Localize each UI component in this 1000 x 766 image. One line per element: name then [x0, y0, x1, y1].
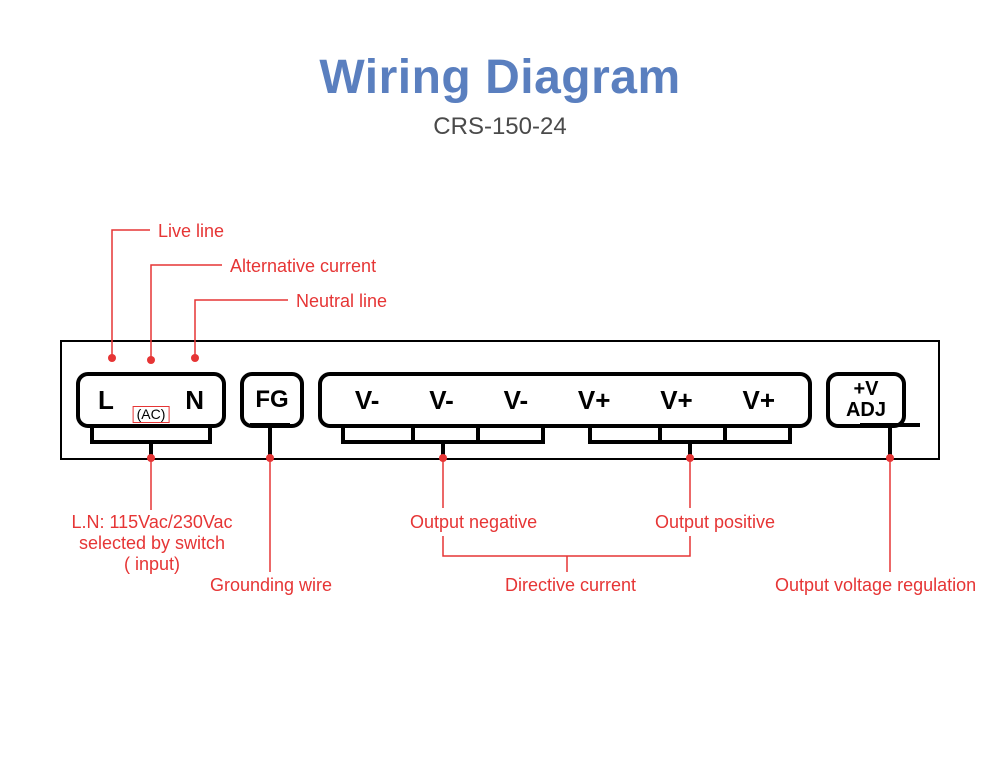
- label-ln-note: L.N: 115Vac/230Vac selected by switch ( …: [62, 512, 242, 575]
- terminal-v-plus-2: V+: [660, 385, 693, 416]
- terminal-adj-line1: +V: [853, 379, 878, 400]
- terminal-N: N: [185, 385, 204, 416]
- terminal-fg-block: FG: [240, 372, 304, 428]
- label-neutral-line: Neutral line: [296, 291, 387, 312]
- terminal-v-minus-1: V-: [355, 385, 380, 416]
- label-output-negative: Output negative: [410, 512, 537, 533]
- label-alternative-current: Alternative current: [230, 256, 376, 277]
- label-output-voltage-regulation: Output voltage regulation: [775, 575, 976, 596]
- label-live-line: Live line: [158, 221, 224, 242]
- terminal-v-minus-2: V-: [429, 385, 454, 416]
- terminal-v-block: V- V- V- V+ V+ V+: [318, 372, 812, 428]
- terminal-ac-block: L N (AC): [76, 372, 226, 428]
- label-directive-current: Directive current: [505, 575, 636, 596]
- terminal-v-minus-3: V-: [504, 385, 529, 416]
- terminal-ac-label: (AC): [133, 406, 170, 423]
- terminal-adj-block: +V ADJ: [826, 372, 906, 428]
- terminal-v-plus-3: V+: [743, 385, 776, 416]
- label-grounding-wire: Grounding wire: [210, 575, 332, 596]
- terminal-L: L: [98, 385, 114, 416]
- terminal-adj-line2: ADJ: [846, 400, 886, 421]
- label-output-positive: Output positive: [655, 512, 775, 533]
- diagram-subtitle: CRS-150-24: [0, 113, 1000, 141]
- terminal-v-plus-1: V+: [578, 385, 611, 416]
- diagram-title: Wiring Diagram: [0, 0, 1000, 105]
- terminal-frame: L N (AC) FG V- V- V- V+ V+ V+ +V ADJ: [60, 340, 940, 460]
